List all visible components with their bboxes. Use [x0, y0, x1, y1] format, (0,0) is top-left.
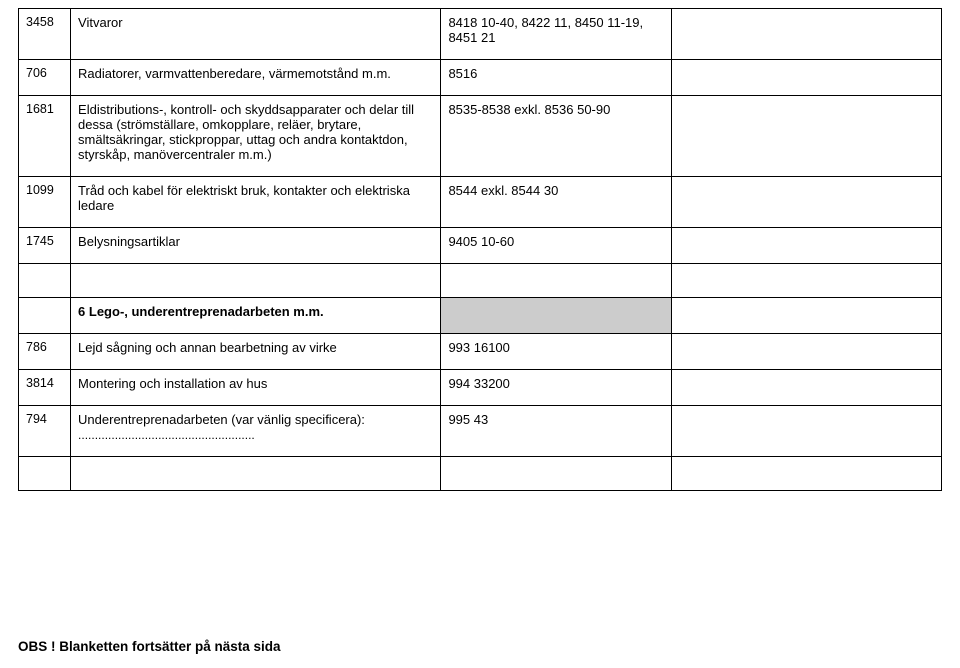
row-empty: [671, 60, 941, 96]
row-desc: Radiatorer, varmvattenberedare, värmemot…: [71, 60, 441, 96]
row-desc-dots: ........................................…: [78, 428, 255, 442]
section-header-row: 6 Lego-, underentreprenadarbeten m.m.: [19, 298, 942, 334]
row-desc: Tråd och kabel för elektriskt bruk, kont…: [71, 177, 441, 228]
row-empty: [671, 228, 941, 264]
row-code: 1745: [19, 228, 71, 264]
row-empty: [671, 406, 941, 457]
table-row: 3814 Montering och installation av hus 9…: [19, 370, 942, 406]
row-desc: Underentreprenadarbeten (var vänlig spec…: [71, 406, 441, 457]
row-ref: 8516: [441, 60, 671, 96]
row-desc: Montering och installation av hus: [71, 370, 441, 406]
row-empty: [671, 96, 941, 177]
table-row-empty: [19, 457, 942, 491]
row-empty: [671, 9, 941, 60]
section-title: 6 Lego-, underentreprenadarbeten m.m.: [71, 298, 441, 334]
row-code: 1099: [19, 177, 71, 228]
row-code: 794: [19, 406, 71, 457]
row-empty: [671, 177, 941, 228]
row-code: 3814: [19, 370, 71, 406]
row-desc: Eldistributions-, kontroll- och skyddsap…: [71, 96, 441, 177]
row-desc: Belysningsartiklar: [71, 228, 441, 264]
row-ref: 995 43: [441, 406, 671, 457]
row-desc: Vitvaror: [71, 9, 441, 60]
row-ref: 994 33200: [441, 370, 671, 406]
table-row: 706 Radiatorer, varmvattenberedare, värm…: [19, 60, 942, 96]
table-row: 786 Lejd sågning och annan bearbetning a…: [19, 334, 942, 370]
row-empty: [671, 334, 941, 370]
row-empty: [671, 370, 941, 406]
footer-note: OBS ! Blanketten fortsätter på nästa sid…: [18, 639, 281, 654]
table-top: 3458 Vitvaror 8418 10-40, 8422 11, 8450 …: [18, 8, 942, 491]
row-ref: 993 16100: [441, 334, 671, 370]
section-shaded-cell: [441, 298, 671, 334]
row-ref: 8535-8538 exkl. 8536 50-90: [441, 96, 671, 177]
table-row: 3458 Vitvaror 8418 10-40, 8422 11, 8450 …: [19, 9, 942, 60]
row-code: 3458: [19, 9, 71, 60]
table-row: 794 Underentreprenadarbeten (var vänlig …: [19, 406, 942, 457]
row-desc-line1: Underentreprenadarbeten (var vänlig spec…: [78, 412, 365, 427]
row-code: 706: [19, 60, 71, 96]
table-row: 1745 Belysningsartiklar 9405 10-60: [19, 228, 942, 264]
table-row: 1681 Eldistributions-, kontroll- och sky…: [19, 96, 942, 177]
table-row-empty: [19, 264, 942, 298]
row-ref: 8418 10-40, 8422 11, 8450 11-19, 8451 21: [441, 9, 671, 60]
row-code: 1681: [19, 96, 71, 177]
row-desc: Lejd sågning och annan bearbetning av vi…: [71, 334, 441, 370]
row-ref: 9405 10-60: [441, 228, 671, 264]
row-ref: 8544 exkl. 8544 30: [441, 177, 671, 228]
row-code: 786: [19, 334, 71, 370]
table-row: 1099 Tråd och kabel för elektriskt bruk,…: [19, 177, 942, 228]
